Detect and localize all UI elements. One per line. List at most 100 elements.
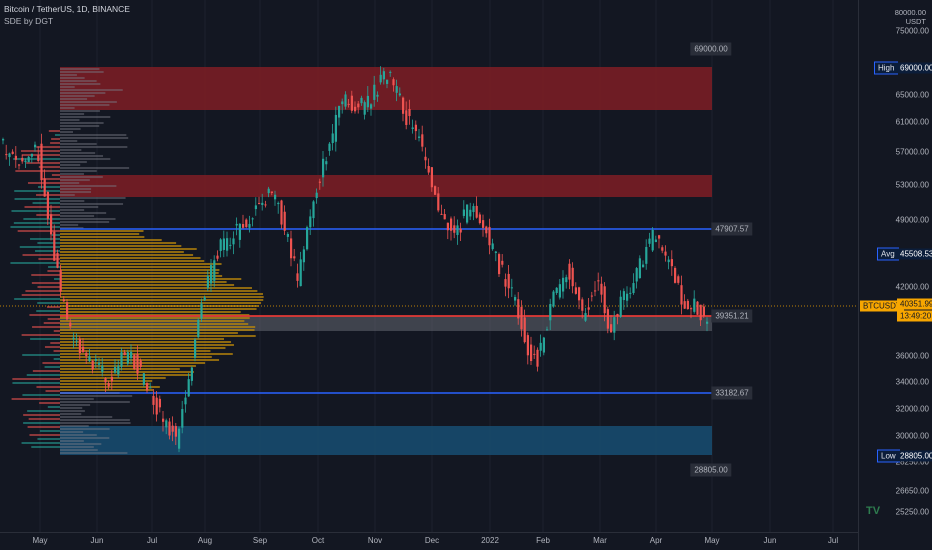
candle-body <box>270 191 273 193</box>
symbol-tag-label: BTCUSDT <box>860 300 904 312</box>
time-label: Feb <box>536 536 550 545</box>
candle-body <box>613 317 616 333</box>
volume-profile-bar <box>60 164 81 166</box>
indicator-title[interactable]: SDE by DGT <box>4 16 54 26</box>
price-tick: 75000.00 <box>895 26 929 36</box>
candle-body <box>501 260 504 265</box>
candle-body <box>62 299 65 302</box>
volume-profile-bar <box>60 83 101 85</box>
price-tick: 30000.00 <box>895 431 929 441</box>
volume-profile-bar <box>60 323 249 325</box>
time-label: Aug <box>197 536 213 545</box>
candle-body <box>107 382 110 387</box>
candle-body <box>75 340 78 342</box>
symbol-tag-price: 40351.99 <box>897 298 932 310</box>
volume-profile-bar <box>60 347 226 349</box>
supply-zone-mid <box>60 175 712 197</box>
candle-body <box>14 155 17 160</box>
delta-profile-bar <box>44 346 60 348</box>
candle-body <box>430 167 433 188</box>
delta-profile-bar <box>23 218 60 220</box>
current-level-label: 39351.21 <box>711 309 753 323</box>
candle-body <box>571 267 574 287</box>
candle-body <box>494 251 497 253</box>
volume-profile-bar <box>60 437 110 439</box>
candle-body <box>600 283 603 295</box>
candle-body <box>603 286 606 314</box>
candle-body <box>654 239 657 243</box>
delta-profile-bar <box>12 382 60 384</box>
delta-profile-bar <box>22 254 61 256</box>
candle-body <box>168 421 171 436</box>
volume-profile-bar <box>60 143 97 145</box>
candle-body <box>66 302 69 320</box>
candle-body <box>667 259 670 263</box>
candle-body <box>354 106 357 112</box>
candle-body <box>251 218 254 220</box>
delta-profile-bar <box>51 234 60 236</box>
candle-body <box>680 285 683 305</box>
delta-profile-bar <box>27 426 60 428</box>
candle-body <box>616 313 619 317</box>
candle-body <box>245 219 248 227</box>
symbol-title[interactable]: Bitcoin / TetherUS, 1D, BINANCE <box>4 4 130 14</box>
chart-area[interactable]: Bitcoin / TetherUS, 1D, BINANCE SDE by D… <box>0 0 858 532</box>
candle-body <box>286 234 289 237</box>
price-axis[interactable]: 80000.00 USDT 75000.00 65000.00 61000.00 57… <box>858 0 932 550</box>
price-chart[interactable] <box>0 0 858 532</box>
volume-profile-bar <box>60 236 145 238</box>
volume-profile-bar <box>60 203 124 205</box>
volume-profile-bar <box>60 98 88 100</box>
volume-profile-bar <box>60 230 144 232</box>
volume-profile-bar <box>60 248 197 250</box>
currency-label: USDT <box>905 17 926 26</box>
time-axis[interactable]: May Jun Jul Aug Sep Oct Nov Dec 2022 Feb Mar Apr May… <box>0 532 858 550</box>
volume-profile-bar <box>60 383 150 385</box>
demand-zone <box>60 426 712 455</box>
delta-profile-bar <box>32 202 60 204</box>
delta-profile-bar <box>22 354 61 356</box>
time-label: Jun <box>763 536 777 545</box>
time-label: Dec <box>424 536 440 545</box>
volume-profile-bar <box>60 116 111 118</box>
candle-body <box>341 101 344 105</box>
candle-body <box>152 395 155 405</box>
time-label: Sep <box>252 536 268 545</box>
delta-profile-bar <box>36 146 60 148</box>
delta-profile-bar <box>31 446 60 448</box>
volume-profile-bar <box>60 374 191 376</box>
candle-body <box>222 238 225 250</box>
candle-body <box>683 301 686 309</box>
volume-profile-bar <box>60 212 107 214</box>
delta-profile-bar <box>50 142 60 144</box>
candle-body <box>277 202 280 205</box>
lower-level-label: 33182.67 <box>711 386 753 400</box>
candle-body <box>606 309 609 329</box>
time-label: Apr <box>649 536 663 545</box>
volume-profile-bar <box>60 146 128 148</box>
delta-profile-bar <box>11 210 61 212</box>
volume-profile-bar <box>60 350 211 352</box>
candle-body <box>318 181 321 183</box>
volume-profile-bar <box>60 200 85 202</box>
candle-body <box>578 287 581 301</box>
candle-body <box>309 216 312 228</box>
candle-body <box>373 84 376 100</box>
candle-body <box>507 273 510 289</box>
volume-profile-bar <box>60 413 82 415</box>
candle-body <box>510 287 513 289</box>
volume-profile-bar <box>60 239 162 241</box>
delta-profile-bar <box>30 238 60 240</box>
delta-profile-bar <box>37 242 60 244</box>
candle-body <box>469 209 472 217</box>
volume-profile-bar <box>60 368 180 370</box>
candle-body <box>386 79 389 84</box>
upper-level-label: 47907.57 <box>711 222 753 236</box>
price-tick: 28250.00 <box>895 457 929 467</box>
candle-body <box>453 225 456 233</box>
delta-profile-bar <box>24 206 61 208</box>
candle-body <box>200 303 203 319</box>
candle-body <box>325 161 328 165</box>
volume-profile-bar <box>60 158 111 160</box>
candle-body <box>34 144 37 148</box>
